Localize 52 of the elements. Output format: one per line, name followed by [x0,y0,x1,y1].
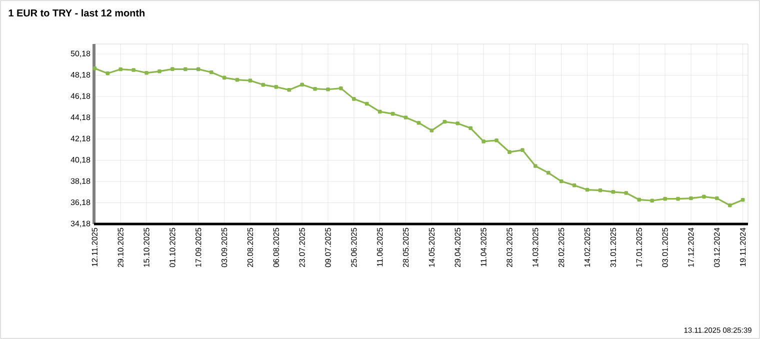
point [287,88,292,92]
point [728,203,732,208]
point [494,138,498,142]
point [132,68,136,72]
point [663,196,667,201]
point [456,121,460,126]
point [326,87,330,92]
point [508,150,512,154]
point [585,188,590,192]
point [184,67,188,72]
point [546,170,550,175]
point [534,164,538,168]
point [170,67,174,71]
point [261,82,266,87]
point [106,71,110,76]
point [468,126,472,130]
point [390,112,395,116]
point [715,196,719,200]
point [92,66,97,70]
point [300,82,304,86]
point [611,190,616,194]
point [559,179,564,184]
point [196,67,200,72]
point [118,67,122,72]
point [520,148,524,152]
point [624,191,628,195]
point [482,140,486,144]
point [235,78,240,82]
point [274,85,278,89]
point [676,196,680,201]
point [248,78,252,82]
point [442,120,447,124]
point [416,120,421,125]
point [313,86,317,91]
point [689,196,693,200]
point [430,128,434,132]
point [158,69,162,74]
point [637,198,642,202]
point [352,97,356,101]
point [209,70,214,74]
point [378,110,382,114]
point [598,188,602,192]
point [339,86,343,90]
point [702,194,706,199]
point [364,102,369,106]
point [572,183,576,188]
chart-title: 1 EUR to TRY - last 12 month [8,9,144,17]
point [144,71,148,75]
point [222,76,226,80]
point [740,198,745,202]
point [650,198,654,203]
point [404,116,408,120]
